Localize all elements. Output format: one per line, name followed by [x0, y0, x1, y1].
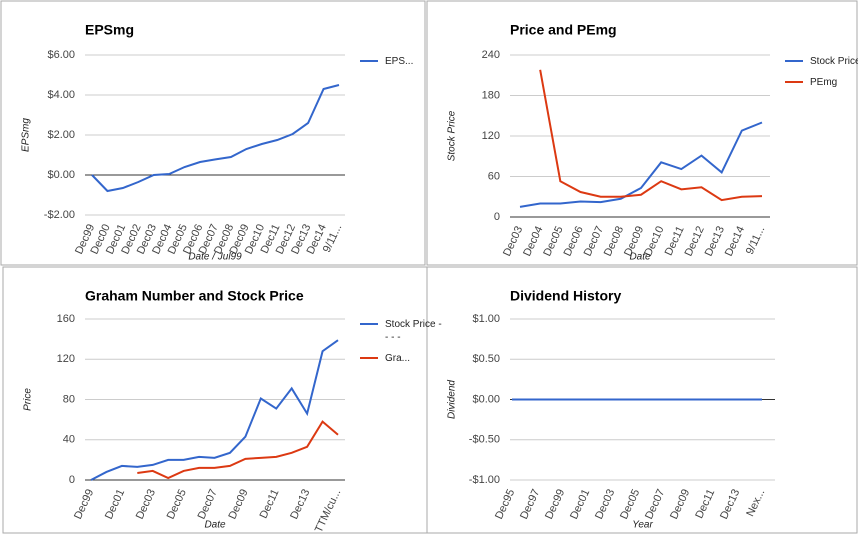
x-tick-label: Dec09	[226, 487, 250, 521]
panel	[0, 0, 426, 266]
x-tick-label: Dec05	[165, 487, 189, 521]
y-tick-label: 180	[482, 89, 500, 101]
y-tick-label: 40	[63, 434, 75, 446]
y-tick-label: $1.00	[472, 313, 500, 325]
y-axis-label: Stock Price	[447, 110, 458, 161]
y-tick-label: $6.00	[47, 49, 75, 61]
y-axis-label: Dividend	[447, 380, 458, 419]
panel	[426, 266, 858, 534]
series-line	[90, 339, 339, 481]
series-line	[91, 84, 340, 193]
x-tick-label: Dec07	[196, 487, 220, 521]
series-line	[539, 69, 763, 202]
legend-label: Stock Price - - - -	[385, 319, 442, 343]
y-tick-label: -$0.50	[469, 434, 500, 446]
x-tick-label: 9/11...	[744, 224, 767, 256]
y-axis-label: Price	[23, 388, 34, 411]
x-tick-label: Dec99	[543, 487, 567, 521]
series-line	[519, 121, 763, 208]
y-tick-label: 0	[69, 474, 75, 486]
x-tick-label: Dec01	[568, 487, 592, 521]
y-tick-label: 160	[57, 313, 75, 325]
y-tick-label: $0.00	[472, 393, 500, 405]
y-tick-label: -$2.00	[44, 209, 75, 221]
x-tick-label: Dec09	[668, 487, 692, 521]
legend-label: Stock Price	[810, 56, 858, 67]
x-tick-label: Dec95	[493, 487, 517, 521]
legend-label: Gra...	[385, 353, 411, 364]
y-tick-label: -$1.00	[469, 474, 500, 486]
x-tick-label: Dec03	[134, 487, 158, 521]
x-axis-label: Year	[632, 520, 653, 531]
y-tick-label: $4.00	[47, 89, 75, 101]
x-tick-label: Dec03	[593, 487, 617, 521]
series-line	[137, 420, 339, 480]
y-tick-label: $2.00	[47, 129, 75, 141]
x-tick-label: Dec05	[618, 487, 642, 521]
y-tick-label: 60	[488, 170, 500, 182]
x-tick-label: Dec99	[72, 487, 96, 521]
legend-label: PEmg	[810, 77, 838, 88]
chart-title: Dividend History	[510, 288, 621, 304]
y-tick-label: 120	[57, 353, 75, 365]
x-axis-label: Date / Jul99	[188, 252, 242, 263]
x-tick-label: Dec13	[718, 487, 742, 521]
chart-title: EPSmg	[85, 22, 134, 38]
x-tick-label: Dec01	[103, 487, 127, 521]
x-axis-label: Date	[204, 520, 226, 531]
y-axis-label: EPSmg	[21, 118, 32, 152]
chart-title: Graham Number and Stock Price	[85, 288, 304, 304]
x-tick-label: Dec11	[258, 487, 282, 520]
legend-label: EPS...	[385, 56, 414, 67]
x-tick-label: Dec11	[693, 487, 717, 520]
panel	[426, 0, 858, 266]
chart-title: Price and PEmg	[510, 22, 617, 38]
y-tick-label: 120	[482, 130, 500, 142]
x-tick-label: TTM/cu...	[313, 487, 344, 534]
y-tick-label: $0.00	[47, 169, 75, 181]
y-tick-label: $0.50	[472, 353, 500, 365]
y-tick-label: 80	[63, 393, 75, 405]
x-tick-label: Nex...	[744, 487, 767, 518]
x-tick-label: Dec07	[643, 487, 667, 521]
x-tick-label: Dec13	[288, 487, 312, 521]
x-tick-label: Dec97	[518, 487, 542, 521]
x-axis-label: Date	[629, 252, 651, 263]
y-tick-label: 0	[494, 211, 500, 223]
y-tick-label: 240	[482, 49, 500, 61]
